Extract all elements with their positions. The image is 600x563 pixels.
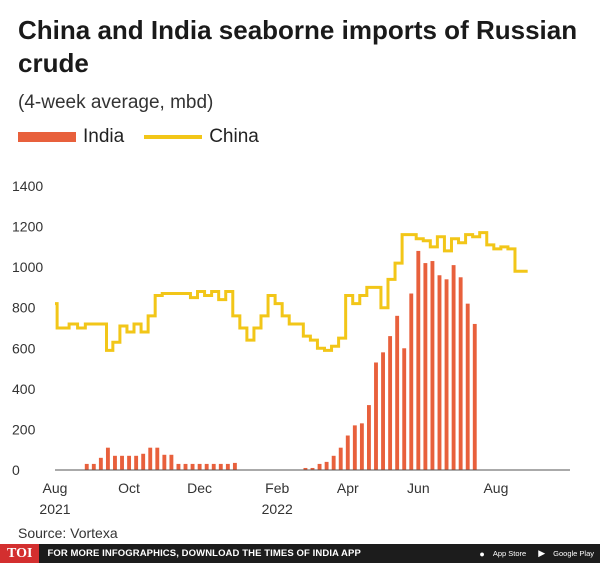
bar-india <box>134 455 139 470</box>
bar-india <box>465 303 470 470</box>
bar-india <box>225 463 230 470</box>
y-tick-label: 800 <box>12 300 36 316</box>
footer-bar: TOI FOR MORE INFOGRAPHICS, DOWNLOAD THE … <box>0 544 600 563</box>
x-tick-label: Oct <box>118 480 140 496</box>
x-tick-label: Feb <box>265 480 289 496</box>
bar-india <box>310 467 315 470</box>
x-tick-label: Jun <box>407 480 430 496</box>
bar-india <box>366 405 371 470</box>
bar-india <box>324 461 329 470</box>
bar-india <box>331 455 336 470</box>
bar-india <box>211 463 216 470</box>
bar-india <box>84 463 89 470</box>
bar-india <box>402 348 407 470</box>
y-tick-label: 1200 <box>12 219 43 235</box>
bar-india <box>141 453 146 470</box>
google-play-badge[interactable]: ▶ Google Play <box>532 548 594 559</box>
bar-india <box>430 261 435 470</box>
bar-india <box>98 457 103 470</box>
google-play-label: Google Play <box>553 549 594 558</box>
bar-india <box>388 336 393 470</box>
legend-label-india: India <box>83 126 125 147</box>
bar-india <box>338 447 343 470</box>
toi-logo[interactable]: TOI <box>0 544 40 563</box>
bar-india <box>381 352 385 470</box>
bar-india <box>345 435 350 470</box>
bar-india <box>197 463 202 470</box>
y-tick-label: 200 <box>12 421 36 437</box>
x-tick-year-label: 2021 <box>39 501 70 517</box>
bar-india <box>169 454 174 470</box>
line-china <box>55 231 528 352</box>
bar-india <box>472 323 477 470</box>
legend-swatch-india <box>18 132 76 142</box>
bar-india <box>303 467 308 470</box>
chart-plot: 0 200 400 600 800 1000 1200 1400 Aug 2021 Oct Dec Fe… <box>12 178 570 517</box>
legend: India China <box>18 126 279 148</box>
bar-india <box>444 279 449 470</box>
bar-india <box>176 463 181 470</box>
bar-india <box>113 455 117 470</box>
bar-india <box>218 463 223 470</box>
chart-subtitle: (4-week average, mbd) <box>18 92 214 113</box>
bar-india <box>437 275 442 470</box>
legend-swatch-china <box>144 135 203 139</box>
bar-india <box>395 315 400 470</box>
bar-india <box>183 463 188 470</box>
bar-india <box>190 463 195 470</box>
bar-india <box>317 463 322 470</box>
y-tick-label: 1400 <box>12 178 43 194</box>
bar-india <box>352 425 357 470</box>
bar-india <box>127 455 132 470</box>
app-store-badge[interactable]: ● App Store <box>473 549 526 559</box>
x-tick-year-label: 2022 <box>262 501 293 517</box>
store-badges: ● App Store ▶ Google Play <box>467 548 594 559</box>
y-tick-label: 1000 <box>12 259 43 275</box>
play-icon: ▶ <box>538 548 546 558</box>
bar-india <box>232 462 237 470</box>
bar-india <box>105 447 110 470</box>
bar-india <box>162 454 167 470</box>
bar-india <box>204 463 209 470</box>
bar-india <box>359 423 364 470</box>
y-tick-label: 0 <box>12 462 20 478</box>
y-tick-label: 600 <box>12 340 36 356</box>
bar-india <box>374 362 378 470</box>
x-tick-label: Aug <box>483 480 508 496</box>
x-tick-label: Aug <box>43 480 68 496</box>
x-tick-label: Apr <box>337 480 359 496</box>
footer-promo-text: FOR MORE INFOGRAPHICS, DOWNLOAD THE TIME… <box>47 548 361 559</box>
bar-india <box>451 265 456 470</box>
x-tick-label: Dec <box>187 480 212 496</box>
bar-india <box>409 293 414 470</box>
bar-india <box>423 263 428 470</box>
source-note: Source: Vortexa <box>18 525 118 541</box>
bar-india <box>416 250 421 470</box>
chart-title: China and India seaborne imports of Russ… <box>18 15 578 78</box>
y-tick-label: 400 <box>12 381 36 397</box>
apple-icon: ● <box>479 548 485 559</box>
bar-india <box>155 447 160 470</box>
app-store-label: App Store <box>492 549 527 558</box>
bar-india <box>458 277 463 470</box>
bar-india <box>120 455 124 470</box>
bar-india <box>91 463 96 470</box>
bar-india <box>148 447 153 470</box>
legend-label-china: China <box>209 126 259 147</box>
